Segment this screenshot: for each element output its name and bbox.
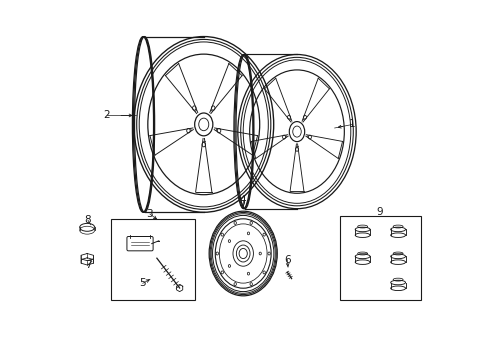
Text: 9: 9 xyxy=(376,207,383,217)
Text: 8: 8 xyxy=(85,215,91,225)
Text: 3: 3 xyxy=(147,209,153,219)
Text: 4: 4 xyxy=(240,195,246,205)
Text: 2: 2 xyxy=(103,111,110,121)
Text: 5: 5 xyxy=(140,278,146,288)
Text: 6: 6 xyxy=(284,255,291,265)
Bar xyxy=(340,216,421,300)
Bar xyxy=(111,220,195,300)
Text: 7: 7 xyxy=(85,260,91,270)
Text: 1: 1 xyxy=(349,120,356,129)
